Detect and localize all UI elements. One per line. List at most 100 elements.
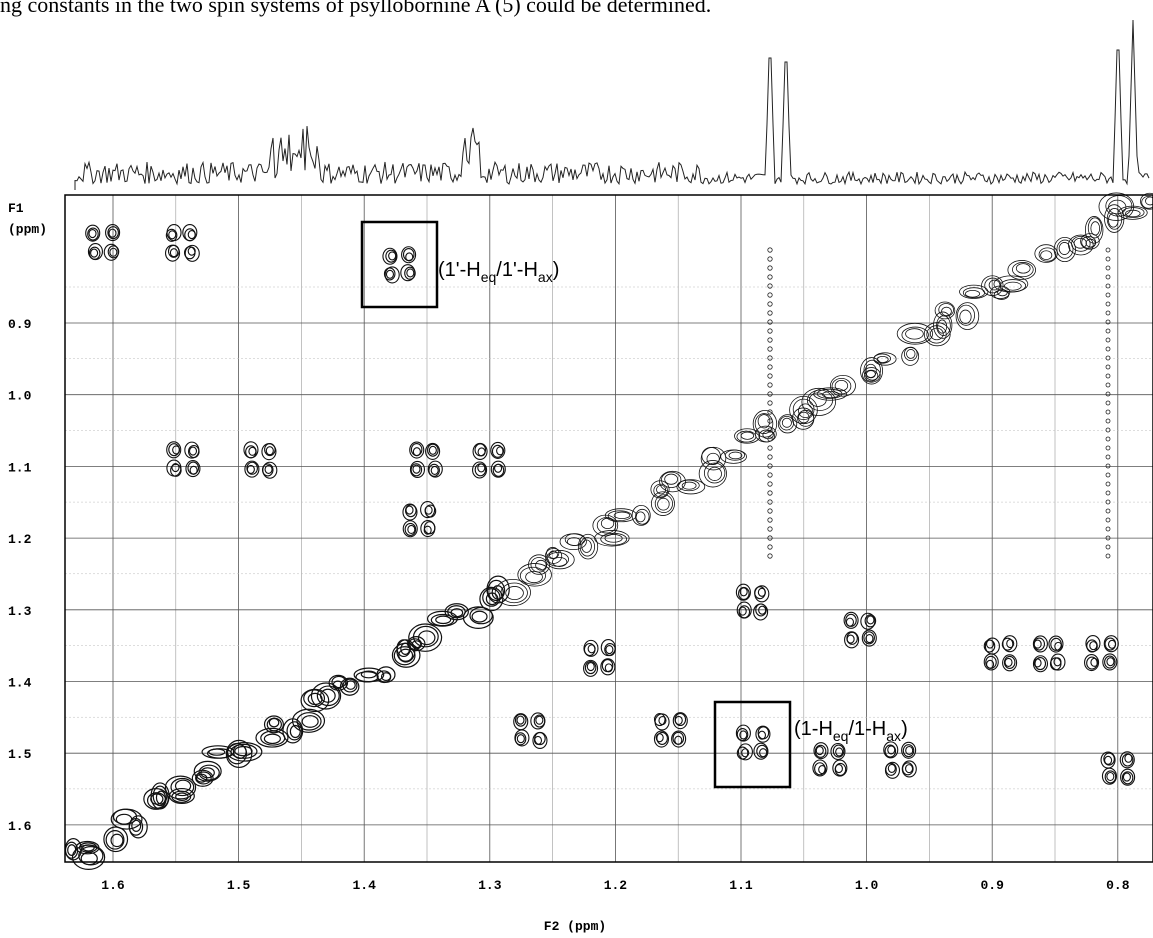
contour (1032, 635, 1048, 653)
contour (600, 517, 615, 530)
contour (1104, 770, 1117, 784)
contour (393, 646, 416, 666)
contour (830, 742, 846, 761)
contour (1105, 463, 1111, 469)
contour (166, 441, 182, 459)
contour (865, 633, 874, 644)
contour (428, 445, 437, 455)
contour (384, 266, 400, 284)
contour (1104, 755, 1113, 765)
contour (822, 391, 840, 399)
contour (208, 748, 226, 756)
contour (767, 337, 773, 343)
contour (613, 511, 631, 519)
contour (268, 717, 280, 728)
contour (700, 446, 727, 471)
contour (80, 851, 98, 866)
contour (1124, 753, 1133, 763)
contour (789, 395, 818, 425)
contour (656, 484, 667, 495)
contour (676, 479, 706, 495)
contour (303, 689, 326, 708)
contour (755, 603, 767, 617)
contour (107, 226, 119, 240)
contour (653, 483, 668, 498)
contour (263, 733, 281, 745)
contour (812, 759, 828, 777)
contour (767, 418, 773, 424)
contour (1105, 283, 1111, 289)
contour (90, 248, 99, 258)
contour (863, 631, 875, 645)
contour (767, 472, 773, 478)
contour (957, 304, 975, 326)
contour (183, 246, 196, 260)
x-tick-label: 0.9 (980, 878, 1004, 893)
contour (832, 759, 848, 777)
contour (383, 267, 396, 281)
contour (767, 283, 773, 289)
contour (860, 612, 876, 630)
contour (1105, 454, 1111, 460)
contour (577, 533, 599, 560)
contour (767, 265, 773, 271)
contour (385, 269, 395, 279)
contour (885, 762, 897, 776)
contour (402, 503, 418, 521)
contour (767, 382, 773, 388)
contour (424, 505, 433, 515)
contour (409, 460, 426, 479)
contour (533, 735, 543, 746)
x-tick-label: 1.1 (729, 878, 753, 893)
contour (1117, 205, 1148, 220)
contour (189, 465, 198, 475)
contour (430, 613, 455, 627)
contour (767, 310, 773, 316)
contour (818, 765, 827, 775)
contour (169, 248, 178, 258)
contour (174, 779, 192, 793)
contour (1050, 637, 1062, 651)
contour (71, 844, 106, 870)
contour (168, 230, 177, 240)
x-tick-label: 1.4 (352, 878, 376, 893)
contour (548, 550, 558, 559)
y-tick-label: 0.9 (8, 317, 32, 332)
contour (884, 744, 897, 758)
contour (289, 724, 301, 739)
contour (767, 400, 773, 406)
plot-frame (64, 194, 1153, 863)
contour (150, 793, 164, 805)
contour (862, 367, 881, 383)
contour (901, 741, 917, 759)
contour (767, 328, 773, 334)
contour (1105, 319, 1111, 325)
contour (1056, 239, 1074, 259)
contour (108, 228, 117, 238)
contour (67, 844, 77, 856)
contour (246, 464, 255, 474)
contour (767, 319, 773, 325)
contour (631, 504, 651, 526)
contour (191, 769, 214, 787)
contour (735, 724, 751, 742)
annotation: (1-Heq/1-Hax) (794, 718, 908, 744)
contour (435, 615, 452, 625)
contour (1105, 337, 1111, 343)
contour (382, 247, 398, 265)
contour (1106, 657, 1115, 667)
contour (863, 359, 881, 381)
contour (835, 747, 844, 757)
contour (234, 745, 253, 757)
contour (728, 451, 743, 460)
contour (653, 730, 670, 748)
contour (756, 744, 768, 758)
contour (1105, 310, 1111, 316)
contour (559, 533, 587, 551)
contour (1105, 382, 1111, 388)
y-tick-label: 1.6 (8, 819, 32, 834)
contour (866, 370, 876, 379)
contour (659, 470, 686, 493)
contour (767, 445, 773, 451)
contour (404, 266, 416, 280)
